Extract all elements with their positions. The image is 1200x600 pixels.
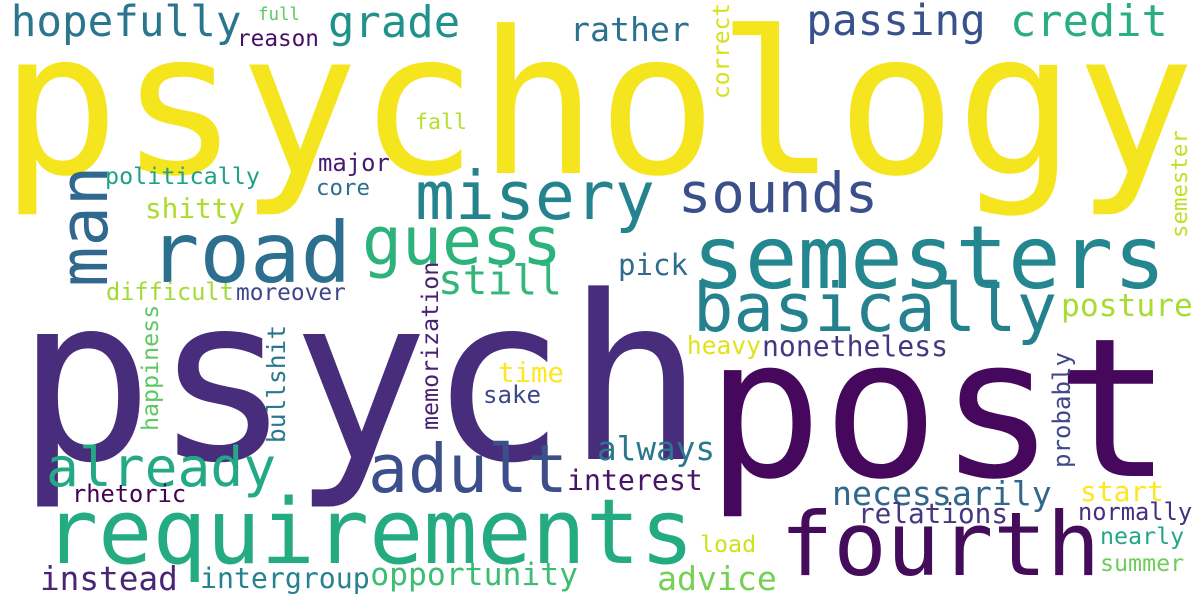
word-correct: correct bbox=[708, 2, 735, 99]
word-always: always bbox=[597, 429, 716, 468]
word-semester: semester bbox=[1166, 130, 1193, 238]
word-misery: misery bbox=[415, 157, 655, 236]
word-guess: guess bbox=[362, 202, 562, 281]
word-road: road bbox=[148, 203, 352, 302]
word-passing: passing bbox=[806, 0, 986, 46]
word-happiness: happiness bbox=[137, 304, 165, 431]
word-rhetoric: rhetoric bbox=[72, 480, 187, 509]
word-opportunity: opportunity bbox=[370, 557, 579, 594]
word-posture: posture bbox=[1061, 288, 1193, 325]
word-necessarily: necessarily bbox=[832, 474, 1052, 514]
word-summer: summer bbox=[1100, 550, 1185, 578]
word-politically: politically bbox=[105, 162, 260, 191]
word-moreover: moreover bbox=[236, 279, 346, 306]
word-credit: credit bbox=[1010, 0, 1168, 48]
word-nearly: nearly bbox=[1100, 523, 1185, 551]
word-probably: probably bbox=[1048, 351, 1076, 468]
word-relations: relations bbox=[858, 497, 1009, 531]
word-post: post bbox=[706, 296, 1172, 523]
word-intergroup: intergroup bbox=[200, 561, 370, 595]
word-psychology: psychology bbox=[0, 0, 1196, 220]
word-memorization: memorization bbox=[417, 261, 445, 430]
word-nonetheless: nonetheless bbox=[762, 330, 949, 363]
word-requirements: requirements bbox=[44, 479, 695, 585]
word-interest: interest bbox=[567, 463, 703, 497]
word-bullshit: bullshit bbox=[261, 324, 291, 443]
word-shitty: shitty bbox=[145, 192, 246, 226]
word-normally: normally bbox=[1078, 498, 1193, 527]
word-rather: rather bbox=[570, 10, 690, 50]
word-adult: adult bbox=[368, 429, 568, 508]
word-already: already bbox=[46, 434, 277, 499]
word-heavy: heavy bbox=[686, 330, 761, 360]
word-fourth: fourth bbox=[780, 492, 1101, 596]
word-sounds: sounds bbox=[678, 162, 879, 227]
word-time: time bbox=[498, 358, 564, 390]
word-core: core bbox=[316, 174, 370, 201]
word-reason: reason bbox=[237, 25, 319, 52]
word-semesters: semesters bbox=[692, 207, 1166, 310]
word-difficult: difficult bbox=[106, 278, 234, 307]
word-hopefully: hopefully bbox=[10, 0, 242, 47]
word-major: major bbox=[318, 149, 390, 177]
word-instead: instead bbox=[40, 559, 178, 598]
word-still: still bbox=[438, 256, 562, 305]
word-load: load bbox=[700, 531, 757, 559]
word-sake: sake bbox=[483, 381, 542, 409]
word-psych: psych bbox=[16, 246, 705, 513]
word-advice: advice bbox=[657, 559, 777, 599]
word-pick: pick bbox=[618, 247, 689, 282]
word-full: full bbox=[258, 5, 300, 26]
word-fall: fall bbox=[415, 110, 468, 136]
word-grade: grade bbox=[328, 0, 461, 49]
word-start: start bbox=[1080, 475, 1164, 508]
word-basically: basically bbox=[693, 269, 1058, 348]
